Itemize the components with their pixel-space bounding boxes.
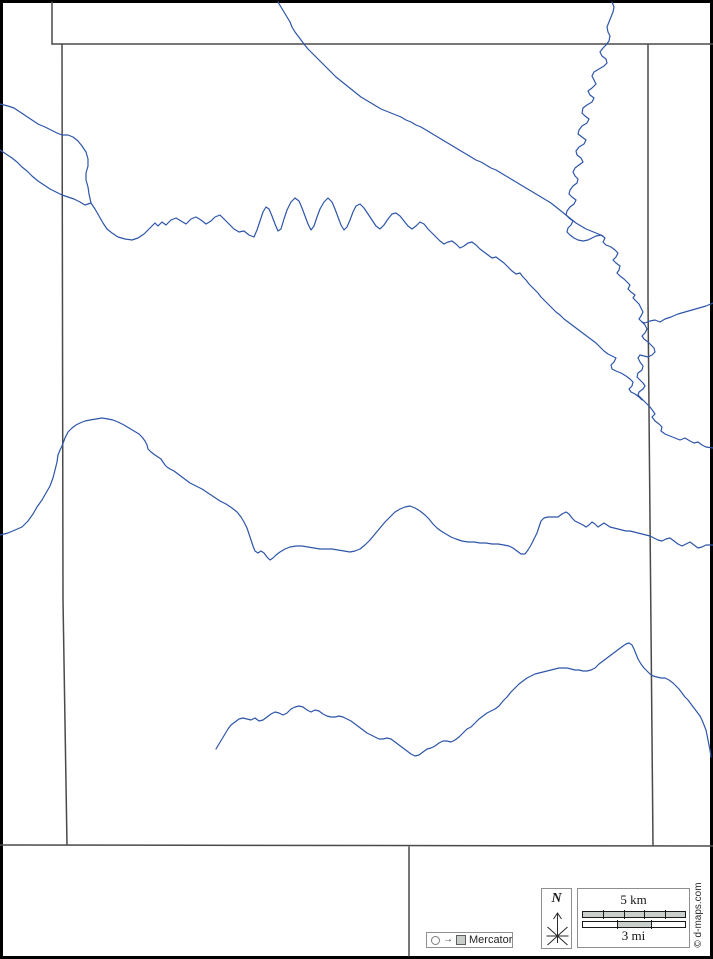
north-label: N: [551, 891, 562, 906]
copyright-text: © d-maps.com: [693, 882, 704, 948]
scale-bar-km: [582, 910, 686, 919]
county-south-border: [0, 844, 713, 847]
projection-legend: → Mercator: [426, 932, 513, 948]
scale-mi-label: 3 mi: [621, 928, 646, 943]
scale-km-label: 5 km: [620, 892, 647, 907]
globe-circle-icon: [431, 935, 440, 945]
river-middle: [0, 417, 713, 561]
scale-tick: [603, 910, 605, 919]
scale-bar: 5 km 3 mi: [577, 888, 690, 948]
projection-label: Mercator: [469, 933, 513, 946]
scale-tick: [644, 910, 646, 919]
county-west-border: [61, 43, 68, 846]
projection-arrow-icon: →: [443, 934, 453, 945]
scale-tick: [623, 910, 625, 919]
scale-bar-mi: [582, 920, 686, 929]
river-main-meander: [90, 197, 643, 401]
river-east-tributary: [641, 302, 713, 324]
rivers-layer: [0, 1, 713, 758]
river-northwest-upper: [0, 103, 92, 204]
scale-mi-middle-segment: [617, 922, 651, 927]
river-northeast-meander: [565, 1, 713, 449]
scale-tick: [651, 920, 652, 929]
compass-star-icon: [546, 912, 569, 946]
map-square-icon: [456, 935, 466, 945]
compass-box: N: [541, 888, 572, 949]
scale-tick: [664, 910, 666, 919]
river-south: [215, 642, 712, 758]
river-northwest-diagonal: [277, 1, 604, 237]
county-east-border: [647, 43, 654, 846]
river-northwest-lower: [0, 149, 92, 206]
scale-tick: [617, 920, 618, 929]
